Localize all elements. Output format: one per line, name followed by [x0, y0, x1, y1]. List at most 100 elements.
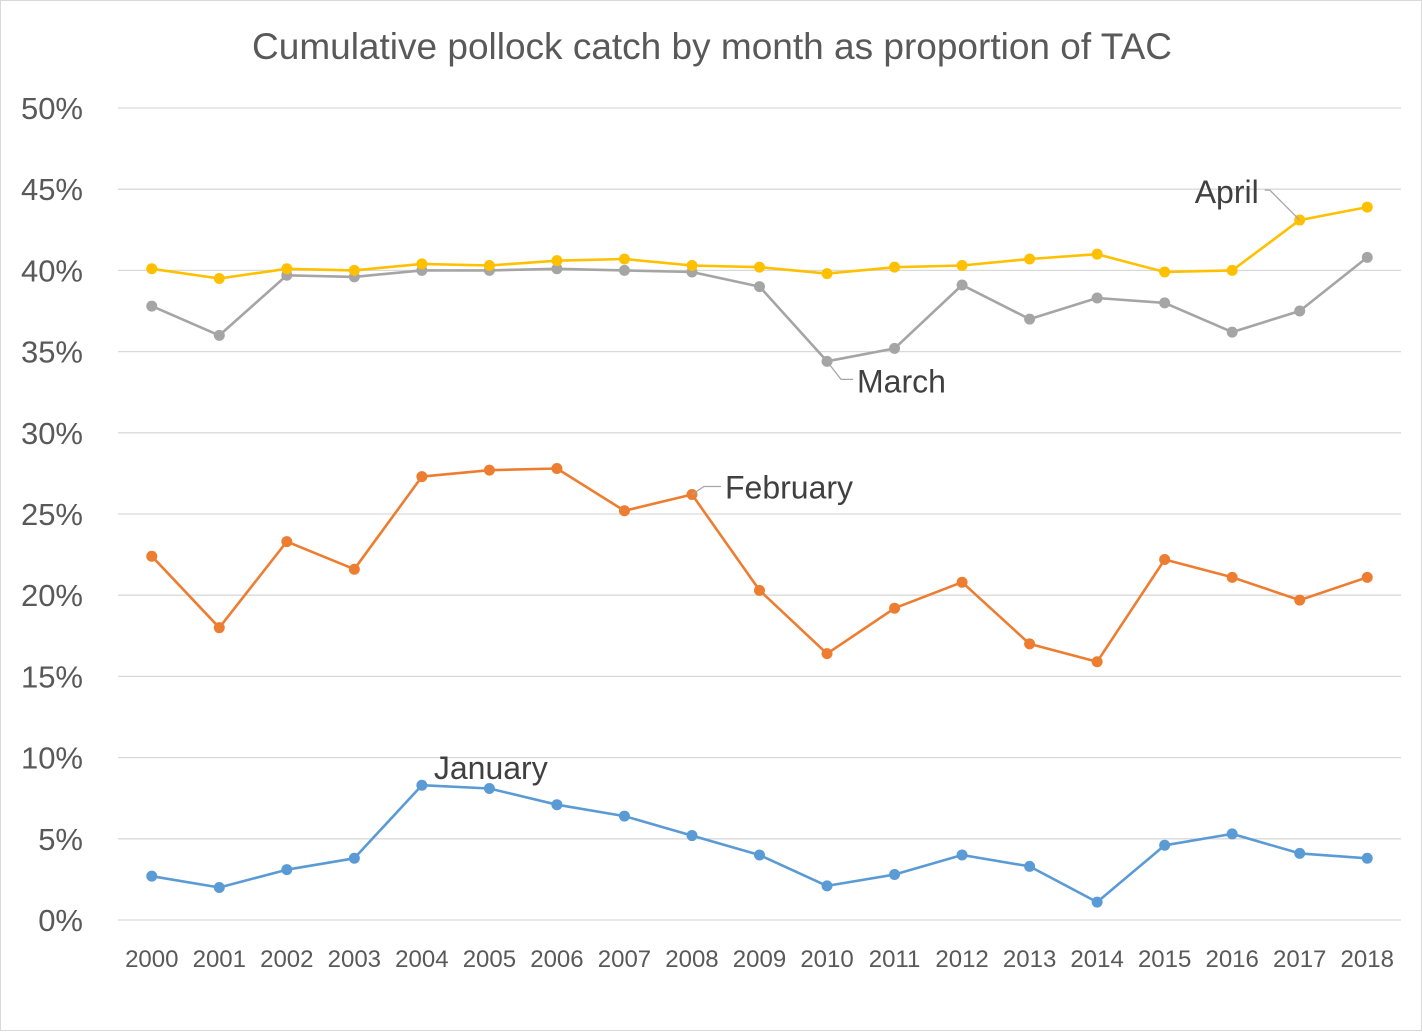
data-point: [146, 300, 158, 312]
series-label-march: March: [857, 363, 946, 399]
data-point: [1024, 638, 1036, 650]
data-point: [1091, 292, 1103, 304]
data-point: [618, 505, 630, 517]
data-point: [281, 263, 293, 275]
data-point: [686, 260, 698, 272]
x-tick-label: 2010: [800, 946, 853, 973]
data-point: [618, 810, 630, 822]
data-point: [281, 864, 293, 876]
chart-title: Cumulative pollock catch by month as pro…: [252, 26, 1172, 67]
data-point: [551, 799, 563, 811]
x-tick-label: 2005: [463, 946, 516, 973]
x-axis-ticks: 2000 2001 2002 2003 2004 2005 2006 2007 2008 2009…: [125, 946, 1394, 973]
y-tick-label: 20%: [21, 578, 83, 613]
x-tick-label: 2011: [869, 946, 921, 973]
data-point: [348, 264, 360, 276]
y-tick-label: 40%: [21, 253, 83, 288]
x-tick-label: 2006: [530, 946, 583, 973]
y-tick-label: 25%: [21, 497, 83, 532]
x-tick-label: 2016: [1205, 946, 1258, 973]
x-tick-label: 2004: [395, 946, 448, 973]
data-point: [416, 258, 428, 270]
data-point: [1294, 594, 1306, 606]
data-point: [1159, 839, 1171, 851]
data-point: [754, 261, 765, 273]
series-january: [146, 779, 1373, 908]
data-point: [1361, 571, 1373, 583]
y-tick-label: 50%: [21, 91, 83, 126]
x-tick-label: 2013: [1003, 946, 1056, 973]
data-point: [1024, 313, 1036, 325]
y-tick-label: 30%: [21, 416, 83, 451]
series-label-april: April: [1195, 174, 1259, 210]
x-tick-label: 2012: [935, 946, 988, 973]
x-tick-label: 2001: [193, 946, 246, 973]
data-point: [956, 849, 968, 861]
x-tick-label: 2009: [733, 946, 786, 973]
series-line: [151, 783, 1368, 904]
data-point: [889, 602, 901, 614]
data-point: [348, 852, 360, 864]
data-point: [213, 329, 225, 341]
data-point: [754, 849, 765, 861]
data-point: [821, 880, 833, 892]
data-point: [348, 563, 360, 575]
x-tick-label: 2014: [1070, 946, 1123, 973]
data-point: [956, 260, 968, 272]
data-point: [1294, 847, 1306, 859]
data-point: [146, 550, 158, 562]
data-point: [889, 869, 901, 881]
y-tick-label: 45%: [21, 172, 83, 207]
data-point: [956, 279, 968, 291]
x-tick-label: 2018: [1341, 946, 1394, 973]
data-point: [416, 779, 428, 791]
data-point: [213, 273, 225, 285]
series-line: [151, 256, 1369, 363]
data-point: [889, 261, 901, 273]
leader-line: [691, 485, 721, 496]
data-point: [1361, 201, 1373, 213]
data-point: [1159, 553, 1171, 565]
y-tick-label: 10%: [21, 741, 83, 776]
data-point: [754, 584, 765, 596]
series-label-january: January: [434, 750, 548, 786]
data-point: [1159, 297, 1171, 309]
data-point: [483, 260, 495, 272]
data-point: [618, 264, 630, 276]
data-point: [146, 263, 158, 275]
data-point: [213, 882, 225, 894]
data-point: [754, 281, 765, 293]
data-point: [1226, 571, 1238, 583]
x-tick-label: 2002: [260, 946, 313, 973]
data-point: [1294, 305, 1306, 317]
series-lines: [146, 201, 1373, 908]
data-point: [1226, 264, 1238, 276]
leader-line: [826, 360, 854, 380]
data-point: [889, 342, 901, 354]
data-point: [416, 471, 428, 483]
y-tick-label: 15%: [21, 659, 83, 694]
x-tick-label: 2017: [1273, 946, 1326, 973]
x-tick-label: 2003: [328, 946, 381, 973]
series-february: [146, 463, 1373, 668]
x-tick-label: 2000: [125, 946, 178, 973]
data-point: [618, 253, 630, 265]
data-point: [1361, 852, 1373, 864]
y-tick-label: 5%: [38, 822, 83, 857]
data-point: [551, 255, 563, 267]
data-point: [551, 463, 563, 475]
data-point: [1226, 828, 1238, 840]
data-point: [483, 464, 495, 476]
data-point: [1091, 248, 1103, 260]
y-tick-label: 35%: [21, 335, 83, 370]
data-point: [686, 830, 698, 842]
data-point: [1361, 251, 1373, 263]
data-point: [146, 870, 158, 882]
x-tick-label: 2015: [1138, 946, 1191, 973]
data-point: [1159, 266, 1171, 278]
series-labels: January February March April: [434, 174, 1259, 786]
series-april: [146, 201, 1373, 285]
data-point: [483, 782, 495, 794]
